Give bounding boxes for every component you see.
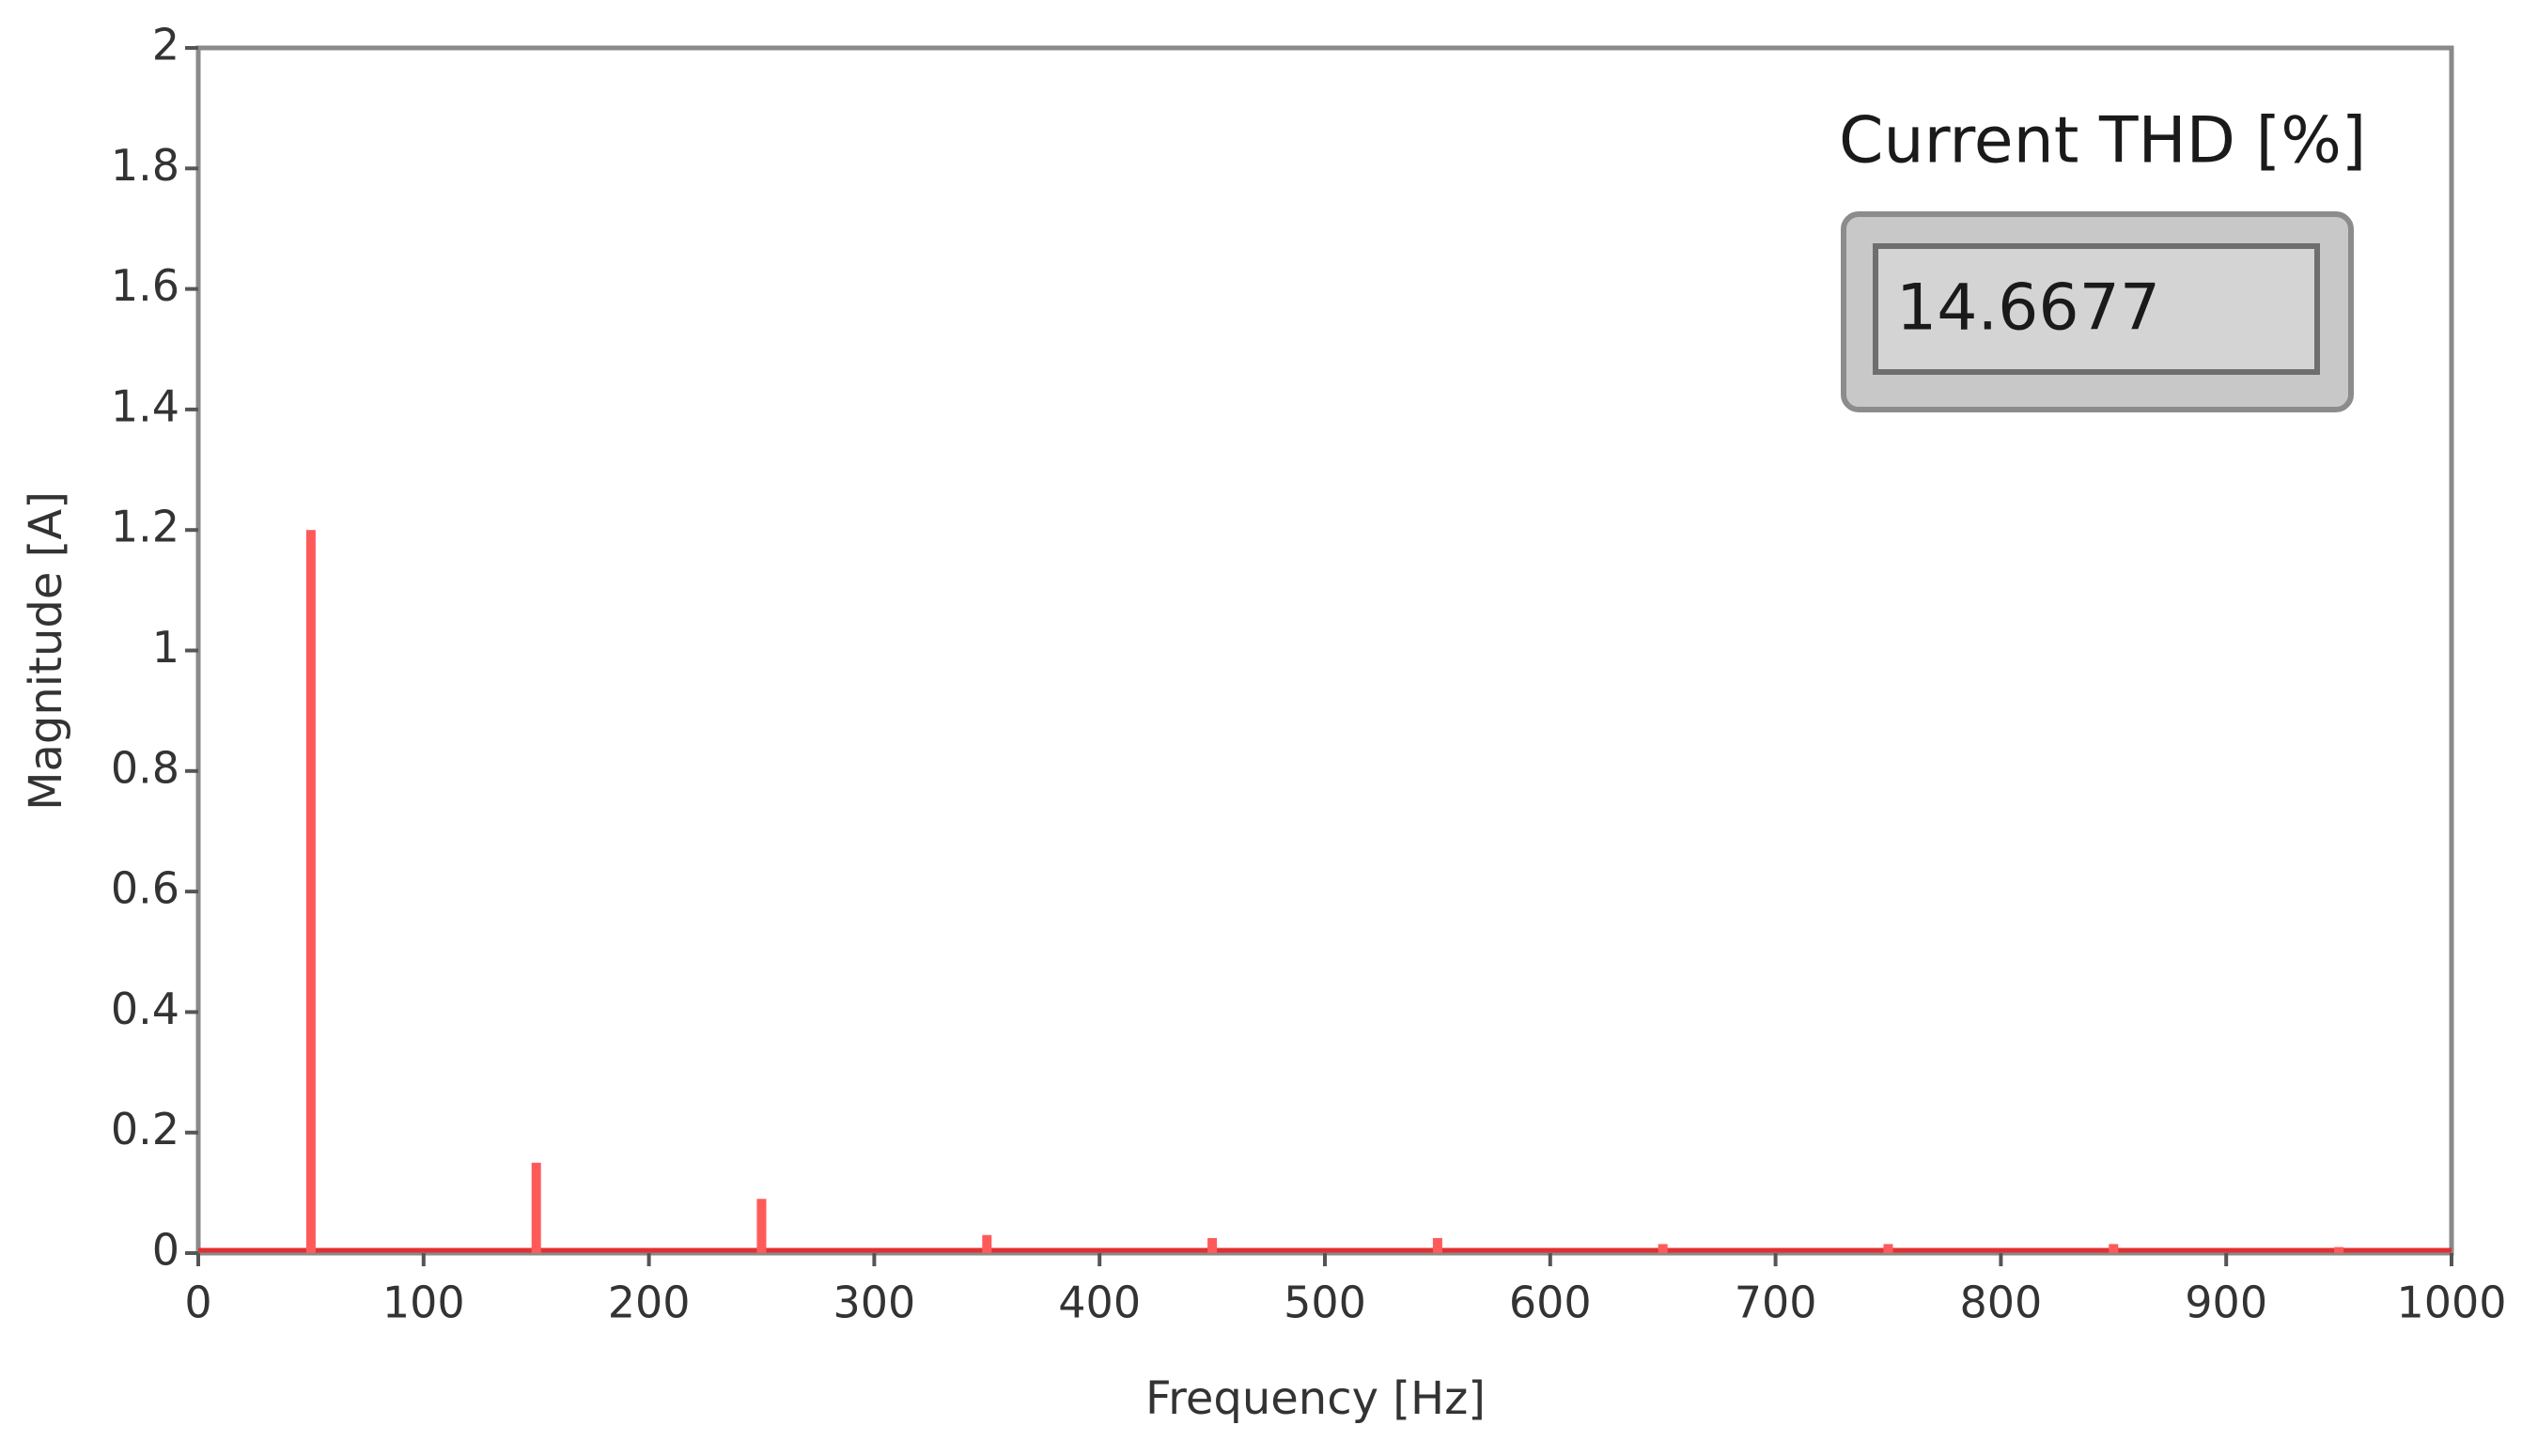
bar <box>1658 1244 1668 1253</box>
bar <box>2109 1244 2119 1253</box>
x-axis-title: Frequency [Hz] <box>1145 1372 1486 1425</box>
y-tick-label: 0.4 <box>111 984 179 1034</box>
x-tick-label: 400 <box>1058 1278 1141 1328</box>
bar <box>756 1199 767 1253</box>
bar <box>2334 1247 2344 1253</box>
x-tick-label: 300 <box>833 1278 915 1328</box>
y-tick-label: 1 <box>152 622 179 673</box>
y-tick-label: 0 <box>152 1225 179 1276</box>
bar <box>982 1234 992 1253</box>
x-tick-label: 1000 <box>2396 1278 2506 1328</box>
bar <box>1432 1237 1442 1253</box>
y-tick-label: 0.8 <box>111 742 179 793</box>
y-axis-title: Magnitude [A] <box>20 491 72 811</box>
x-tick-label: 700 <box>1735 1278 1817 1328</box>
y-tick-label: 2 <box>152 20 179 70</box>
bar <box>1883 1244 1893 1253</box>
x-tick-label: 800 <box>1959 1278 2042 1328</box>
indicator-value: 14.6677 <box>1896 271 2160 346</box>
y-tick-label: 1.8 <box>111 140 179 191</box>
bar <box>531 1162 541 1253</box>
y-tick-label: 0.6 <box>111 863 179 914</box>
x-tick-label: 100 <box>382 1278 465 1328</box>
x-tick-label: 0 <box>184 1278 211 1328</box>
indicator-field <box>1873 243 2320 375</box>
y-tick-label: 1.6 <box>111 260 179 311</box>
x-tick-label: 600 <box>1509 1278 1592 1328</box>
indicator-label: Current THD [%] <box>1839 104 2366 178</box>
bar <box>1207 1237 1218 1253</box>
y-tick-label: 1.2 <box>111 502 179 552</box>
y-tick-label: 1.4 <box>111 380 179 431</box>
x-tick-label: 500 <box>1284 1278 1366 1328</box>
x-tick-label: 900 <box>2185 1278 2267 1328</box>
x-tick-label: 200 <box>608 1278 691 1328</box>
bar <box>305 530 316 1253</box>
y-tick-label: 0.2 <box>111 1104 179 1154</box>
